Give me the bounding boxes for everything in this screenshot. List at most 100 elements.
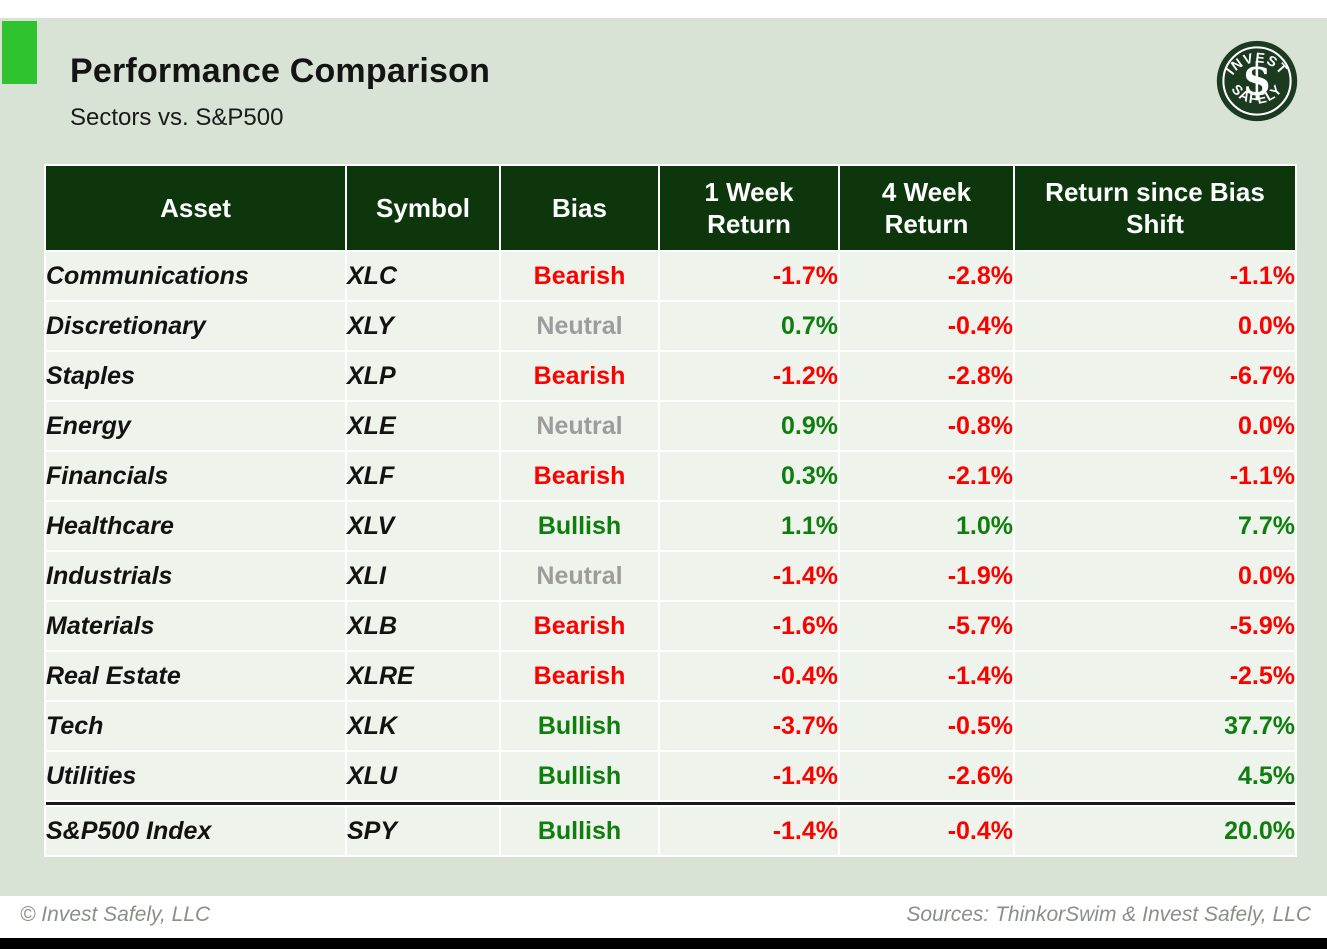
- asset-name-cell: Discretionary: [46, 302, 345, 350]
- table-row: Real Estate XLRE Bearish -0.4% -1.4% -2.5%: [46, 652, 1295, 700]
- symbol-cell: XLU: [347, 752, 499, 800]
- asset-name-cell: Materials: [46, 602, 345, 650]
- one-week-return-cell: -1.4%: [660, 807, 838, 855]
- column-header-4-week-return: 4 Week Return: [840, 166, 1013, 250]
- logo-monogram: $: [1242, 55, 1272, 105]
- return-since-bias-shift-cell: -1.1%: [1015, 252, 1295, 300]
- asset-name-cell: Utilities: [46, 752, 345, 800]
- table-body: Communications XLC Bearish -1.7% -2.8% -1.1% D…: [46, 252, 1295, 855]
- sources-text: Sources: ThinkorSwim & Invest Safely, LL…: [906, 903, 1311, 926]
- column-header-1-week-return: 1 Week Return: [660, 166, 838, 250]
- symbol-cell: XLY: [347, 302, 499, 350]
- symbol-cell: XLC: [347, 252, 499, 300]
- four-week-return-cell: -0.8%: [840, 402, 1013, 450]
- table-row: Materials XLB Bearish -1.6% -5.7% -5.9%: [46, 602, 1295, 650]
- page-subtitle: Sectors vs. S&P500: [70, 104, 284, 131]
- return-since-bias-shift-cell: 37.7%: [1015, 702, 1295, 750]
- asset-name-cell: Industrials: [46, 552, 345, 600]
- bias-cell: Bullish: [501, 752, 658, 800]
- accent-square: [2, 21, 37, 84]
- bottom-bar: [0, 938, 1327, 949]
- bias-cell: Bullish: [501, 807, 658, 855]
- column-header-symbol: Symbol: [347, 166, 499, 250]
- return-since-bias-shift-cell: -5.9%: [1015, 602, 1295, 650]
- asset-name-cell: Healthcare: [46, 502, 345, 550]
- bias-cell: Bearish: [501, 602, 658, 650]
- one-week-return-cell: -1.4%: [660, 552, 838, 600]
- table-row: Staples XLP Bearish -1.2% -2.8% -6.7%: [46, 352, 1295, 400]
- four-week-return-cell: -5.7%: [840, 602, 1013, 650]
- four-week-return-cell: -0.4%: [840, 807, 1013, 855]
- table-row: Discretionary XLY Neutral 0.7% -0.4% 0.0%: [46, 302, 1295, 350]
- one-week-return-cell: 0.3%: [660, 452, 838, 500]
- four-week-return-cell: -2.8%: [840, 252, 1013, 300]
- symbol-cell: SPY: [347, 807, 499, 855]
- one-week-return-cell: -1.7%: [660, 252, 838, 300]
- table-row: Financials XLF Bearish 0.3% -2.1% -1.1%: [46, 452, 1295, 500]
- column-header-asset: Asset: [46, 166, 345, 250]
- page-title: Performance Comparison: [70, 52, 491, 90]
- bias-cell: Bearish: [501, 452, 658, 500]
- table-row: Energy XLE Neutral 0.9% -0.8% 0.0%: [46, 402, 1295, 450]
- bias-cell: Neutral: [501, 552, 658, 600]
- invest-safely-logo-icon: INVEST SAFELY $: [1216, 40, 1298, 122]
- symbol-cell: XLI: [347, 552, 499, 600]
- asset-name-cell: Staples: [46, 352, 345, 400]
- one-week-return-cell: 1.1%: [660, 502, 838, 550]
- table-row: Industrials XLI Neutral -1.4% -1.9% 0.0%: [46, 552, 1295, 600]
- symbol-cell: XLK: [347, 702, 499, 750]
- asset-name-cell: Energy: [46, 402, 345, 450]
- four-week-return-cell: -2.1%: [840, 452, 1013, 500]
- table-row: S&P500 Index SPY Bullish -1.4% -0.4% 20.0%: [46, 807, 1295, 855]
- symbol-cell: XLV: [347, 502, 499, 550]
- table-row: Communications XLC Bearish -1.7% -2.8% -1.1%: [46, 252, 1295, 300]
- one-week-return-cell: -1.4%: [660, 752, 838, 800]
- four-week-return-cell: -0.4%: [840, 302, 1013, 350]
- four-week-return-cell: -2.8%: [840, 352, 1013, 400]
- one-week-return-cell: -0.4%: [660, 652, 838, 700]
- table-row: Healthcare XLV Bullish 1.1% 1.0% 7.7%: [46, 502, 1295, 550]
- column-header-bias: Bias: [501, 166, 658, 250]
- asset-name-cell: Financials: [46, 452, 345, 500]
- bias-cell: Neutral: [501, 402, 658, 450]
- four-week-return-cell: 1.0%: [840, 502, 1013, 550]
- return-since-bias-shift-cell: -1.1%: [1015, 452, 1295, 500]
- copyright-text: © Invest Safely, LLC: [20, 903, 211, 926]
- symbol-cell: XLB: [347, 602, 499, 650]
- return-since-bias-shift-cell: 0.0%: [1015, 302, 1295, 350]
- return-since-bias-shift-cell: 4.5%: [1015, 752, 1295, 800]
- four-week-return-cell: -1.4%: [840, 652, 1013, 700]
- four-week-return-cell: -2.6%: [840, 752, 1013, 800]
- table-row: Tech XLK Bullish -3.7% -0.5% 37.7%: [46, 702, 1295, 750]
- table-row: Utilities XLU Bullish -1.4% -2.6% 4.5%: [46, 752, 1295, 800]
- one-week-return-cell: -1.6%: [660, 602, 838, 650]
- bias-cell: Neutral: [501, 302, 658, 350]
- asset-name-cell: Real Estate: [46, 652, 345, 700]
- asset-name-cell: Communications: [46, 252, 345, 300]
- table-header-row: Asset Symbol Bias 1 Week Return 4 Week R…: [46, 166, 1295, 250]
- bias-cell: Bullish: [501, 702, 658, 750]
- four-week-return-cell: -0.5%: [840, 702, 1013, 750]
- symbol-cell: XLF: [347, 452, 499, 500]
- one-week-return-cell: 0.7%: [660, 302, 838, 350]
- bias-cell: Bullish: [501, 502, 658, 550]
- asset-name-cell: Tech: [46, 702, 345, 750]
- return-since-bias-shift-cell: 0.0%: [1015, 552, 1295, 600]
- asset-name-cell: S&P500 Index: [46, 807, 345, 855]
- symbol-cell: XLP: [347, 352, 499, 400]
- return-since-bias-shift-cell: -6.7%: [1015, 352, 1295, 400]
- bias-cell: Bearish: [501, 352, 658, 400]
- symbol-cell: XLRE: [347, 652, 499, 700]
- return-since-bias-shift-cell: -2.5%: [1015, 652, 1295, 700]
- performance-table: Asset Symbol Bias 1 Week Return 4 Week R…: [44, 164, 1297, 857]
- bias-cell: Bearish: [501, 652, 658, 700]
- index-separator-line: [46, 802, 1295, 805]
- one-week-return-cell: -3.7%: [660, 702, 838, 750]
- return-since-bias-shift-cell: 7.7%: [1015, 502, 1295, 550]
- bias-cell: Bearish: [501, 252, 658, 300]
- one-week-return-cell: 0.9%: [660, 402, 838, 450]
- return-since-bias-shift-cell: 20.0%: [1015, 807, 1295, 855]
- symbol-cell: XLE: [347, 402, 499, 450]
- four-week-return-cell: -1.9%: [840, 552, 1013, 600]
- one-week-return-cell: -1.2%: [660, 352, 838, 400]
